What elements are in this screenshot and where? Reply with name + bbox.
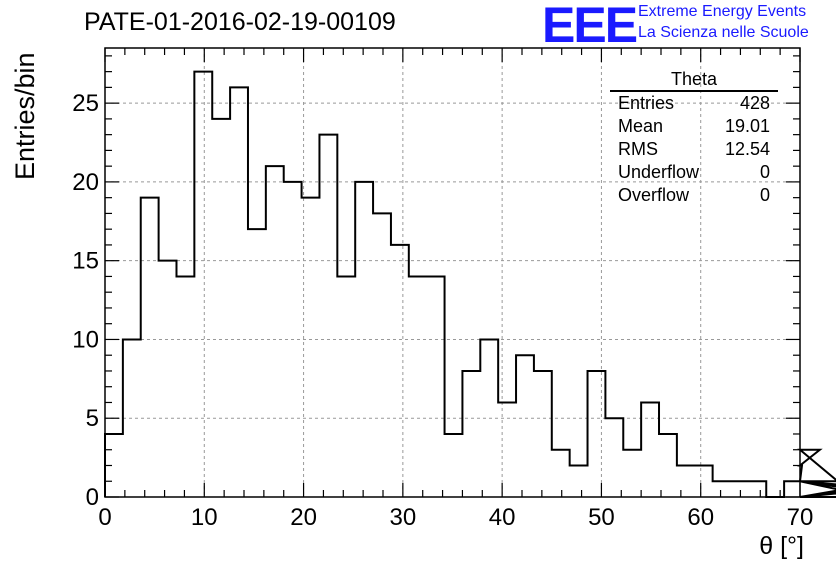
histogram-bin xyxy=(462,371,480,497)
histogram-bin xyxy=(605,418,623,497)
stats-row-underflow: Underflow 0 xyxy=(610,161,778,184)
logo-line-1: Extreme Energy Events xyxy=(638,3,807,20)
histogram-bin xyxy=(641,402,659,497)
histogram-bin xyxy=(176,276,194,497)
histogram-bin xyxy=(337,276,355,497)
histogram-bin xyxy=(588,371,606,497)
histogram-bin xyxy=(534,371,552,497)
histogram-bin xyxy=(552,450,570,497)
stats-row-mean: Mean 19.01 xyxy=(610,115,778,138)
histogram-bin xyxy=(480,339,498,497)
y-tick-label: 0 xyxy=(86,484,99,511)
x-tick-label: 0 xyxy=(98,504,111,531)
stats-label: Underflow xyxy=(618,162,700,182)
x-tick-label: 70 xyxy=(787,504,814,531)
histogram-bin xyxy=(212,119,230,497)
stats-label: Mean xyxy=(618,116,664,136)
histogram-bin xyxy=(748,481,766,497)
histogram-bin xyxy=(355,182,373,497)
stats-value: 12.54 xyxy=(724,139,770,159)
y-tick-label: 5 xyxy=(86,405,99,432)
histogram-bin xyxy=(391,245,409,497)
chart-title: PATE-01-2016-02-19-00109 xyxy=(84,8,396,36)
histogram-bin xyxy=(409,276,427,497)
histogram-bin xyxy=(373,213,391,497)
histogram-bin xyxy=(731,481,749,497)
y-axis-label-box: Entries/bin xyxy=(8,40,40,190)
histogram-bin xyxy=(498,402,516,497)
stats-row-entries: Entries 428 xyxy=(610,92,778,115)
stats-label: Entries xyxy=(618,93,675,113)
stats-row-rms: RMS 12.54 xyxy=(610,138,778,161)
stats-title: Theta xyxy=(610,68,778,92)
histogram-bin xyxy=(695,465,713,497)
y-tick-label: 15 xyxy=(72,248,99,275)
histogram-bin xyxy=(570,465,588,497)
x-axis-label: θ [°] xyxy=(759,532,804,560)
histogram-bin xyxy=(445,434,463,497)
x-tick-label: 30 xyxy=(390,504,417,531)
histogram-bin xyxy=(427,276,445,497)
histogram-bin xyxy=(123,339,141,497)
histogram-bin xyxy=(319,135,337,497)
histogram-bin xyxy=(194,72,212,497)
histogram-bin xyxy=(784,481,800,497)
y-tick-label: 10 xyxy=(72,326,99,353)
x-tick-label: 40 xyxy=(489,504,516,531)
stats-value: 0 xyxy=(759,162,770,182)
histogram-bin xyxy=(713,481,731,497)
histogram-bin xyxy=(677,465,695,497)
histogram-bin xyxy=(516,355,534,497)
y-axis-label: Entries/bin xyxy=(10,52,40,180)
stats-box: Theta Entries 428 Mean 19.01 RMS 12.54 U… xyxy=(610,68,778,207)
histogram-bin xyxy=(623,450,641,497)
x-tick-label: 60 xyxy=(687,504,714,531)
x-tick-label: 20 xyxy=(290,504,317,531)
stats-row-overflow: Overflow 0 xyxy=(610,184,778,207)
histogram-bin xyxy=(248,229,266,497)
histogram-bin xyxy=(659,434,677,497)
histogram-bin xyxy=(230,87,248,497)
stats-value: 0 xyxy=(759,185,770,205)
histogram-bin xyxy=(159,261,177,497)
histogram-bin xyxy=(302,198,320,497)
histogram-bin xyxy=(284,182,302,497)
logo-mark: EEE xyxy=(542,0,638,53)
y-tick-label: 20 xyxy=(72,169,99,196)
stats-value: 19.01 xyxy=(724,116,770,136)
x-tick-label: 10 xyxy=(191,504,218,531)
x-tick-label: 50 xyxy=(588,504,615,531)
stats-label: RMS xyxy=(618,139,658,159)
y-tick-label: 25 xyxy=(72,90,99,117)
histogram-bin xyxy=(266,166,284,497)
histogram-bin xyxy=(141,198,159,497)
logo-line-2: La Scienza nelle Scuole xyxy=(638,24,809,41)
histogram-outline xyxy=(104,70,836,498)
plot-frame xyxy=(104,47,801,498)
stats-label: Overflow xyxy=(618,185,690,205)
stats-value: 428 xyxy=(739,93,770,113)
